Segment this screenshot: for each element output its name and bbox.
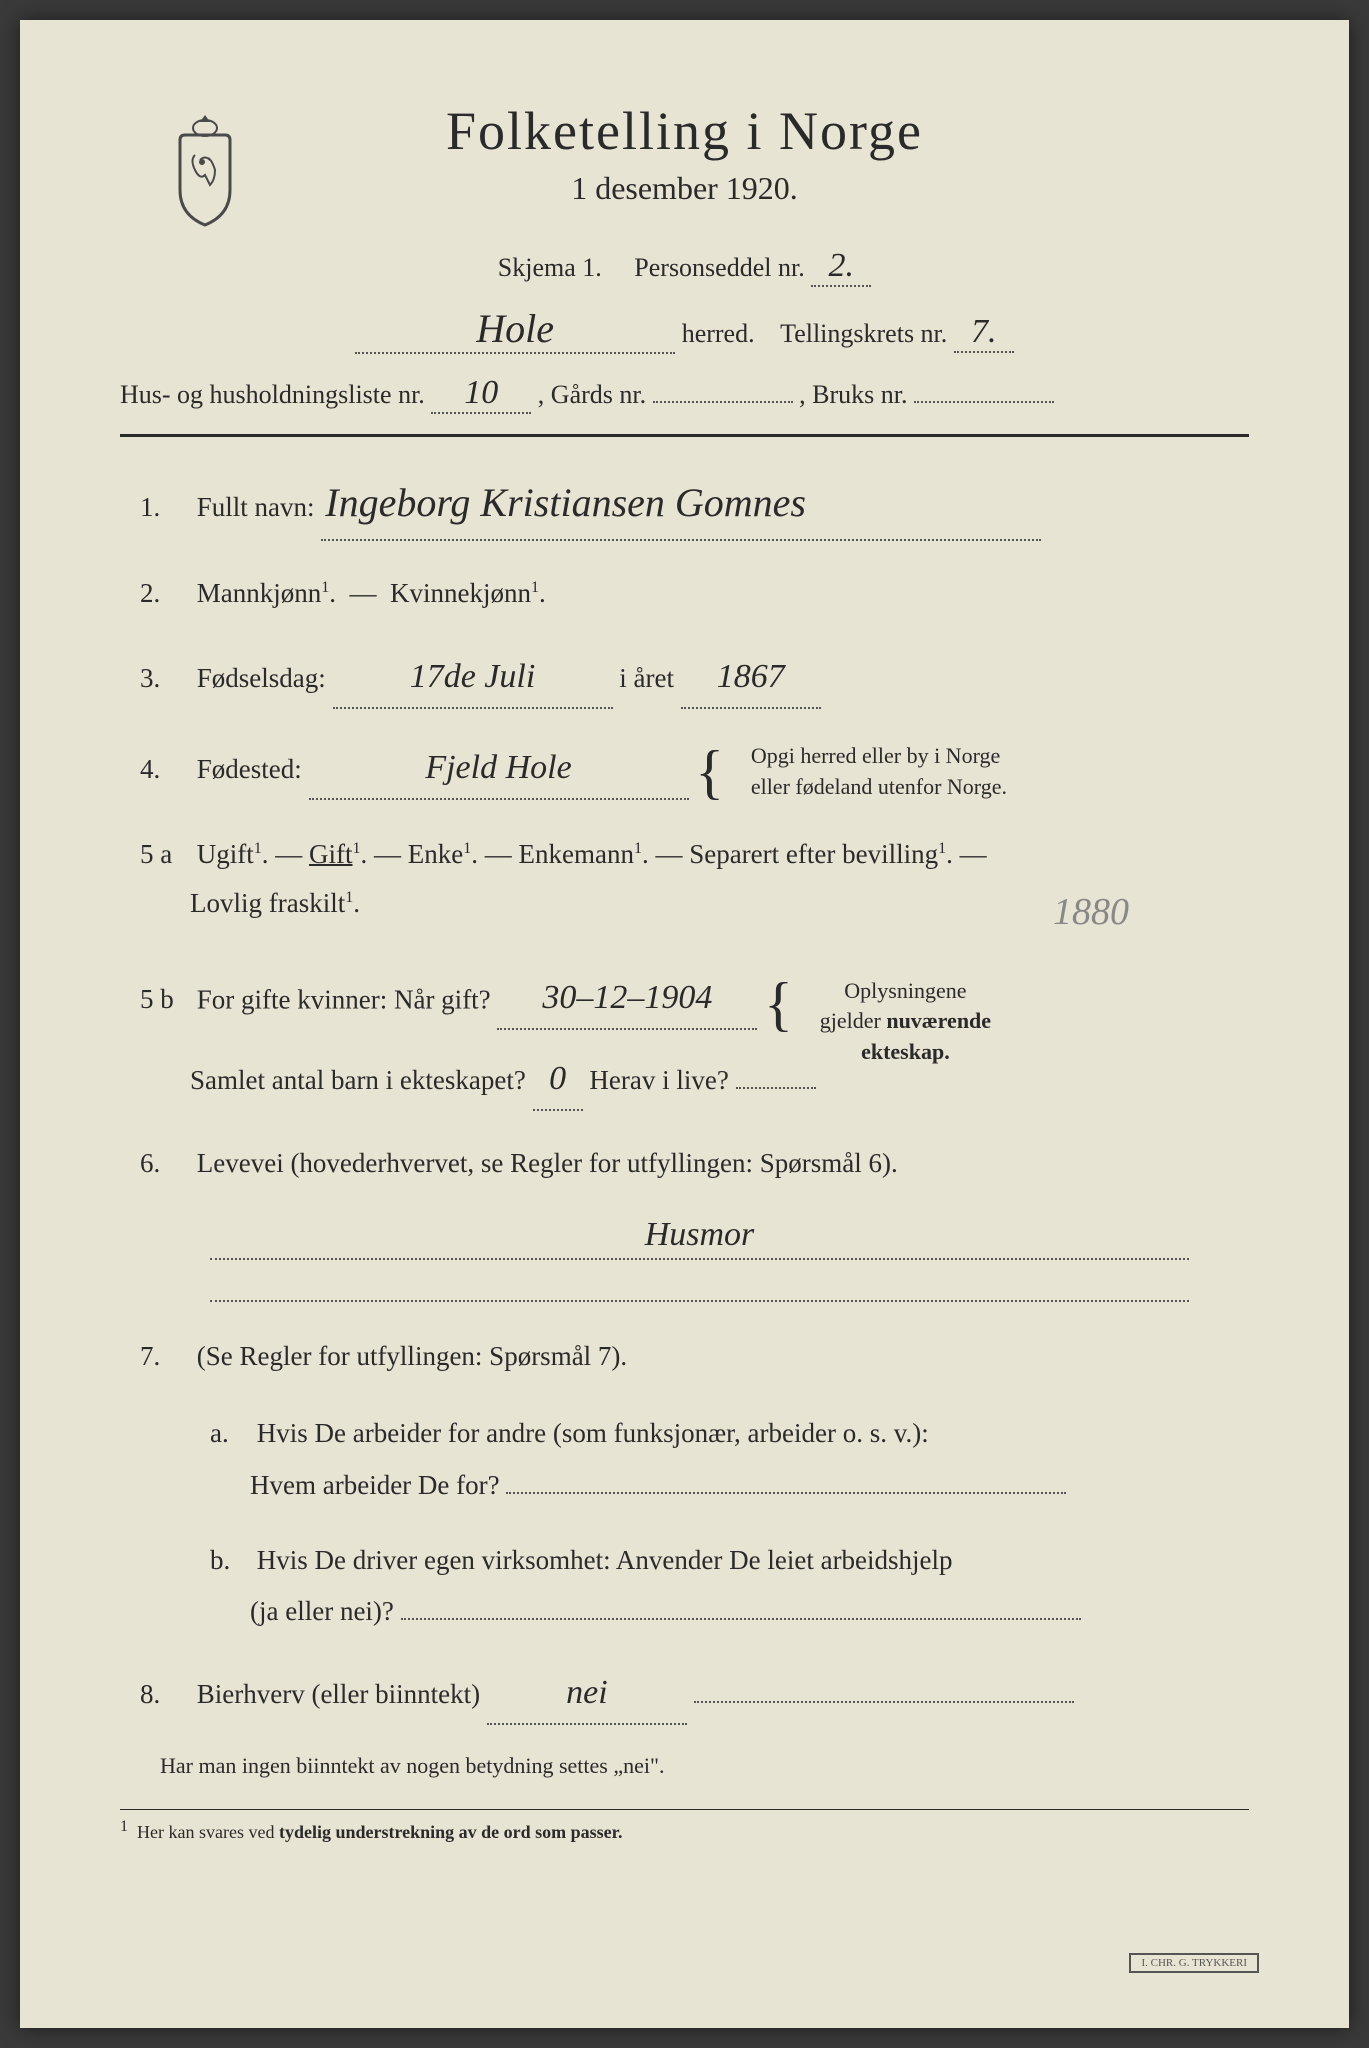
divider — [120, 434, 1249, 437]
herred-label: herred. — [682, 319, 755, 348]
q7a-num: a. — [210, 1408, 250, 1459]
q5b-label3: Herav i live? — [589, 1065, 728, 1095]
q8-num: 8. — [140, 1670, 190, 1719]
q5a-separert: Separert efter bevilling — [689, 839, 938, 869]
q1: 1. Fullt navn: Ingeborg Kristiansen Gomn… — [120, 467, 1249, 541]
q3-year-label: i året — [619, 663, 674, 693]
brace-icon: { — [695, 754, 724, 790]
q7b-value — [401, 1618, 1081, 1620]
skjema-label: Skjema 1. — [498, 253, 602, 282]
header: Folketelling i Norge 1 desember 1920. — [120, 100, 1249, 207]
q2-kvinne: Kvinnekjønn — [390, 578, 531, 608]
bruks-label: , Bruks nr. — [799, 380, 907, 409]
gards-label: , Gårds nr. — [538, 380, 646, 409]
q5b: 5 b For gifte kvinner: Når gift? 30–12–1… — [120, 956, 1249, 1112]
q2: 2. Mannkjønn1. — Kvinnekjønn1. — [120, 569, 1249, 618]
q5a-gift: Gift — [309, 839, 353, 869]
q3-num: 3. — [140, 654, 190, 703]
brace-icon: { — [764, 986, 793, 1022]
gards-nr — [653, 401, 793, 403]
coat-of-arms-icon — [160, 110, 250, 230]
tellingskrets-label: Tellingskrets nr. — [780, 319, 947, 348]
q6-value: Husmor — [645, 1216, 755, 1253]
q5b-value1: 30–12–1904 — [497, 967, 757, 1030]
q1-num: 1. — [140, 483, 190, 532]
footnote: 1 Her kan svares ved tydelig understrekn… — [120, 1809, 1249, 1843]
q7a-label2: Hvem arbeider De for? — [210, 1470, 500, 1500]
q6-label: Levevei (hovederhvervet, se Regler for u… — [197, 1148, 898, 1178]
q4-note: Opgi herred eller by i Norge eller fødel… — [751, 741, 1007, 803]
census-form-page: Folketelling i Norge 1 desember 1920. Sk… — [20, 20, 1349, 2028]
q8-label: Bierhverv (eller biinntekt) — [197, 1679, 480, 1709]
q5b-label1: For gifte kvinner: Når gift? — [197, 984, 491, 1014]
q7-num: 7. — [140, 1332, 190, 1381]
form-header: Skjema 1. Personseddel nr. 2. Hole herre… — [120, 247, 1249, 354]
q7a-value — [506, 1492, 1066, 1494]
q5a-enkemann: Enkemann — [518, 839, 633, 869]
q6-num: 6. — [140, 1139, 190, 1188]
q5a-lovlig: Lovlig fraskilt — [140, 888, 345, 918]
q5b-note: Oplysningene gjelder gjelder nuværendenu… — [820, 976, 991, 1068]
q6: 6. Levevei (hovederhvervet, se Regler fo… — [120, 1139, 1249, 1188]
q7b-label1: Hvis De driver egen virksomhet: Anvender… — [257, 1545, 953, 1575]
q5b-num: 5 b — [140, 975, 190, 1024]
q7a: a. Hvis De arbeider for andre (som funks… — [120, 1408, 1249, 1511]
q6-answer-line: Husmor — [210, 1216, 1189, 1260]
q5a-ugift: Ugift — [197, 839, 254, 869]
q7b-label2: (ja eller nei)? — [210, 1596, 394, 1626]
tellingskrets-nr: 7. — [954, 313, 1014, 353]
bruks-nr — [914, 401, 1054, 403]
q3-day: 17de Juli — [333, 646, 613, 709]
q5a-enke: Enke — [408, 839, 463, 869]
q4: 4. Fødested: Fjeld Hole { Opgi herred el… — [120, 737, 1249, 803]
hus-nr: 10 — [431, 374, 531, 414]
meta-line: Hus- og husholdningsliste nr. 10 , Gårds… — [120, 374, 1249, 414]
q5a-side-year: 1880 — [1053, 878, 1129, 946]
page-subtitle: 1 desember 1920. — [120, 170, 1249, 207]
q7a-label1: Hvis De arbeider for andre (som funksjon… — [257, 1418, 929, 1448]
q4-label: Fødested: — [197, 754, 302, 784]
q7b-num: b. — [210, 1535, 250, 1586]
q8-value: nei — [487, 1662, 687, 1725]
q7b: b. Hvis De driver egen virksomhet: Anven… — [120, 1535, 1249, 1638]
q3-label: Fødselsdag: — [197, 663, 326, 693]
q2-num: 2. — [140, 569, 190, 618]
q7-label: (Se Regler for utfyllingen: Spørsmål 7). — [197, 1341, 627, 1371]
footer-note: Har man ingen biinntekt av nogen betydni… — [120, 1753, 1249, 1779]
q1-label: Fullt navn: — [197, 492, 315, 522]
q5a-num: 5 a — [140, 830, 190, 879]
q4-num: 4. — [140, 745, 190, 794]
printer-stamp: I. CHR. G. TRYKKERI — [1129, 1953, 1259, 1973]
q8: 8. Bierhverv (eller biinntekt) nei — [120, 1662, 1249, 1725]
personseddel-nr: 2. — [811, 247, 871, 287]
herred-value: Hole — [355, 305, 675, 354]
q5b-value3 — [736, 1087, 816, 1089]
q3: 3. Fødselsdag: 17de Juli i året 1867 — [120, 646, 1249, 709]
page-title: Folketelling i Norge — [120, 100, 1249, 162]
q3-year: 1867 — [681, 646, 821, 709]
q5b-value2: 0 — [533, 1048, 583, 1111]
q5b-label2: Samlet antal barn i ekteskapet? — [140, 1065, 526, 1095]
hus-label: Hus- og husholdningsliste nr. — [120, 380, 425, 409]
q1-value: Ingeborg Kristiansen Gomnes — [321, 467, 1041, 541]
q6-empty-line — [210, 1272, 1189, 1302]
q7: 7. (Se Regler for utfyllingen: Spørsmål … — [120, 1332, 1249, 1381]
q2-mann: Mannkjønn — [197, 578, 322, 608]
personseddel-label: Personseddel nr. — [634, 253, 804, 282]
q5a: 5 a Ugift1. — Gift1. — Enke1. — Enkemann… — [120, 830, 1249, 927]
q4-value: Fjeld Hole — [309, 737, 689, 800]
